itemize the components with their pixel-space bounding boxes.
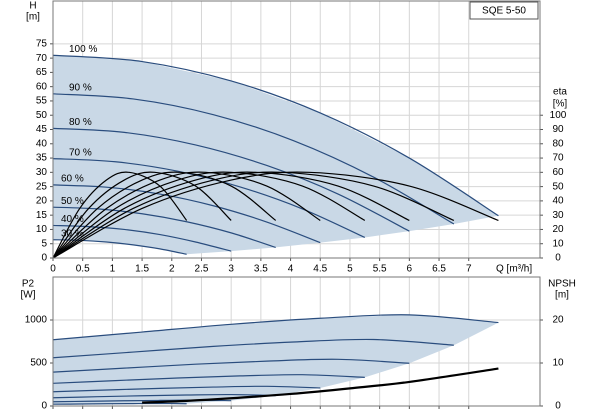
curve: [52, 358, 410, 373]
y-tick-label: 5: [41, 238, 47, 249]
y2-axis-unit: [m]: [555, 290, 569, 301]
eta-curve: [52, 171, 321, 259]
x-tick-label: 7: [466, 264, 472, 275]
y2-tick-label: 70: [552, 153, 564, 164]
y2-tick-label: 20: [552, 315, 564, 326]
y-tick-label: 35: [36, 153, 48, 164]
curve: [52, 93, 455, 225]
y2-tick-label: 90: [552, 124, 564, 135]
operating-area: [53, 55, 499, 255]
x-tick-label: 5: [347, 264, 353, 275]
y2-tick-label: 0: [555, 401, 561, 412]
y-tick-label: 70: [36, 53, 48, 64]
y-tick-label: 65: [36, 67, 48, 78]
y2-tick-label: 100: [550, 110, 567, 121]
y-tick-label: 25: [36, 181, 48, 192]
speed-label: 80 %: [69, 117, 92, 128]
y2-tick-label: 20: [552, 224, 564, 235]
speed-label: 100 %: [69, 44, 97, 55]
y2-tick-label: 80: [552, 138, 564, 149]
y2-tick-label: 0: [555, 253, 561, 264]
curve: [52, 127, 410, 232]
curve: [52, 338, 454, 359]
y-axis-unit: [W]: [21, 290, 36, 301]
y2-tick-label: 60: [552, 167, 564, 178]
curve: [52, 402, 187, 405]
y-tick-label: 1000: [25, 315, 48, 326]
y-tick-label: 55: [36, 96, 48, 107]
operating-area: [53, 314, 499, 405]
eta-curve: [52, 171, 232, 259]
curve: [52, 393, 276, 399]
plot-frame: [52, 276, 541, 407]
y2-tick-label: 30: [552, 210, 564, 221]
curve: [52, 385, 321, 393]
y-tick-label: 50: [36, 110, 48, 121]
x-tick-label: 2: [169, 264, 175, 275]
y-axis-label: H: [29, 1, 36, 12]
eta-curve: [52, 171, 410, 259]
title-box: [469, 1, 539, 20]
x-tick-label: 4: [288, 264, 294, 275]
y-tick-label: 30: [36, 167, 48, 178]
y-axis-label: P2: [22, 279, 35, 290]
y-tick-label: 45: [36, 124, 48, 135]
eta-curve: [52, 171, 366, 259]
x-axis-label: Q [m³/h]: [496, 264, 532, 275]
x-tick-label: 1.5: [135, 264, 149, 275]
curve: [52, 374, 365, 384]
x-tick-label: 4.5: [313, 264, 327, 275]
chart-title: SQE 5-50: [482, 6, 526, 17]
x-tick-label: 3.5: [254, 264, 268, 275]
x-tick-label: 5.5: [373, 264, 387, 275]
npsh-curve: [142, 367, 499, 404]
speed-label: 90 %: [69, 82, 92, 93]
eta-curve: [52, 171, 277, 259]
y2-tick-label: 40: [552, 196, 564, 207]
x-tick-label: 6: [407, 264, 413, 275]
y-tick-label: 500: [30, 358, 47, 369]
speed-label: 70 %: [69, 147, 92, 158]
y2-tick-label: 10: [552, 358, 564, 369]
speed-label: 60 %: [61, 174, 84, 185]
curve: [52, 206, 276, 249]
y2-tick-label: 50: [552, 181, 564, 192]
y2-tick-label: 10: [552, 238, 564, 249]
speed-label: 50 %: [61, 196, 84, 207]
x-tick-label: 0: [50, 264, 56, 275]
y2-axis-label: NPSH: [548, 279, 576, 290]
eta-curve: [52, 171, 188, 259]
speed-label: 30 %: [61, 228, 84, 239]
curve: [52, 314, 499, 341]
curve: [52, 54, 499, 217]
curve: [52, 184, 321, 244]
y-tick-label: 0: [41, 401, 47, 412]
y-tick-label: 0: [41, 253, 47, 264]
y-tick-label: 75: [36, 38, 48, 49]
y2-axis-unit: [%]: [553, 99, 568, 110]
y-tick-label: 60: [36, 81, 48, 92]
x-tick-label: 0.5: [76, 264, 90, 275]
y-axis-unit: [m]: [26, 12, 40, 23]
plot-frame: [52, 0, 541, 259]
y-tick-label: 10: [36, 224, 48, 235]
x-tick-label: 1: [110, 264, 116, 275]
x-tick-label: 2.5: [195, 264, 209, 275]
x-label-bg: [493, 262, 539, 275]
y-tick-label: 15: [36, 210, 48, 221]
y-tick-label: 20: [36, 196, 48, 207]
y2-axis-label: eta: [553, 87, 567, 98]
y-tick-label: 40: [36, 138, 48, 149]
x-tick-label: 6.5: [432, 264, 446, 275]
x-tick-label: 3: [228, 264, 234, 275]
